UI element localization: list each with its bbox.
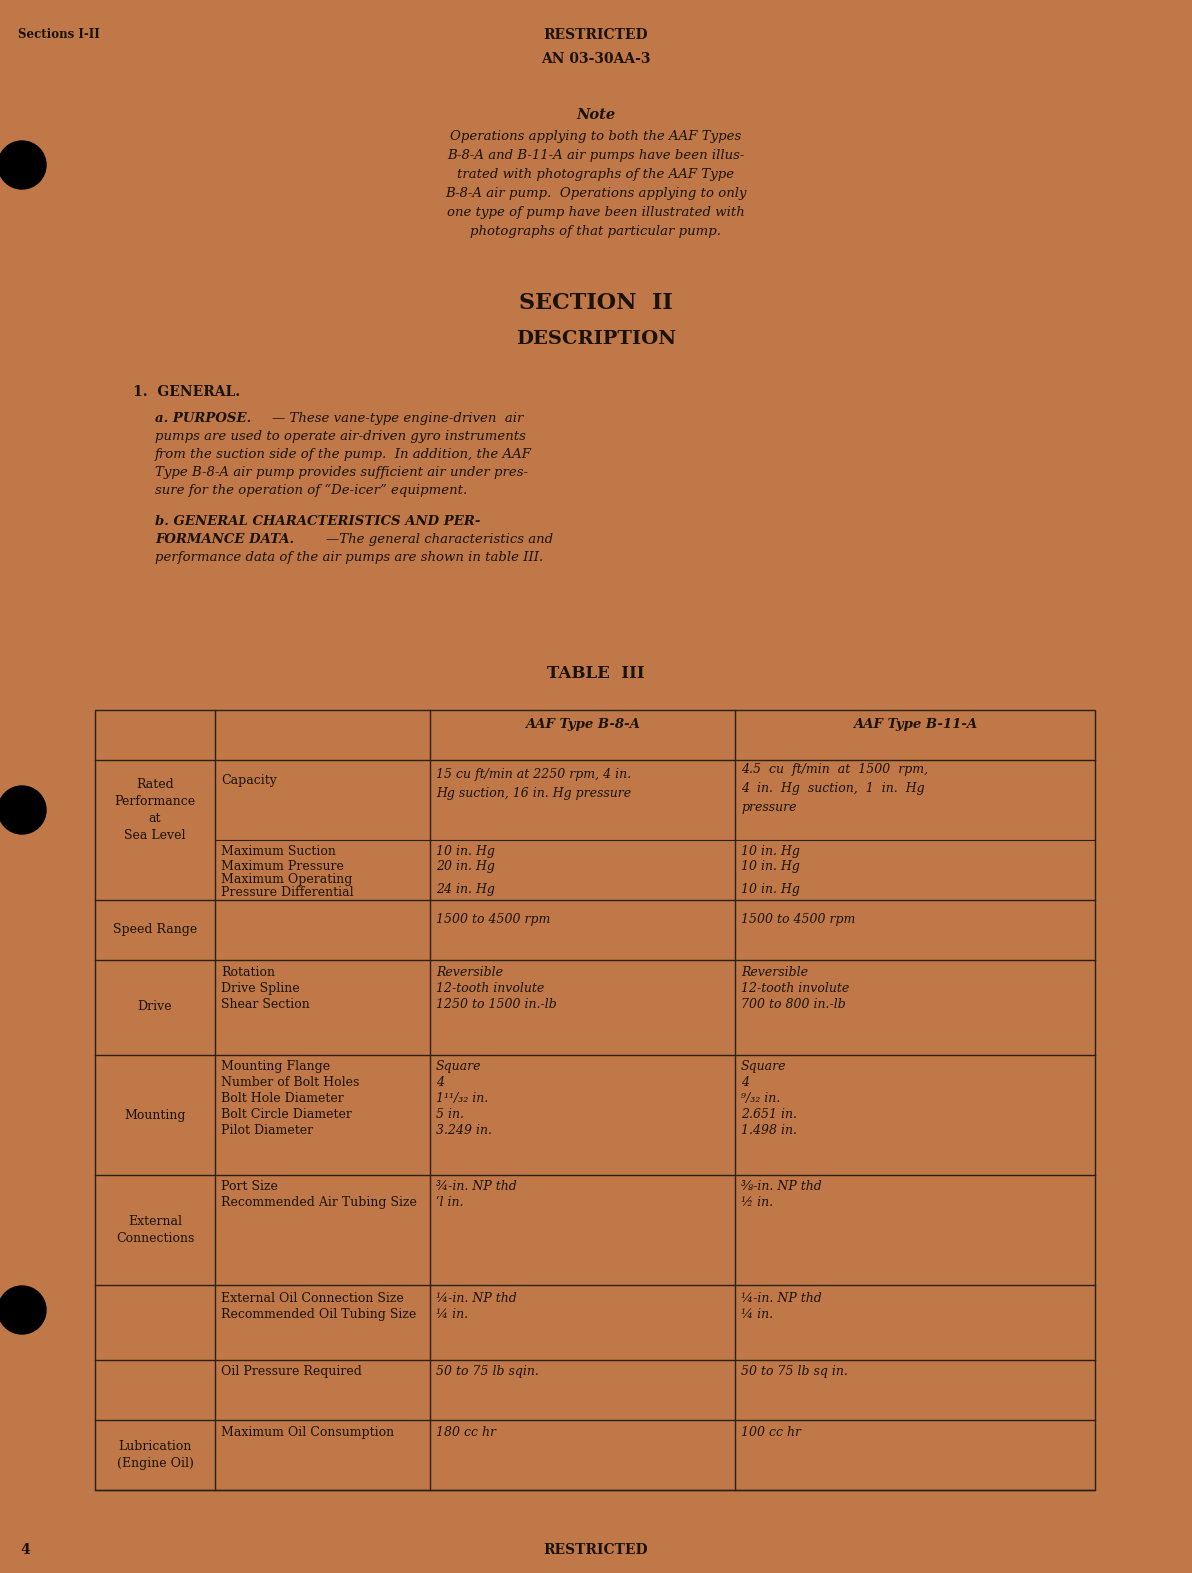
Text: Pressure Differential: Pressure Differential — [221, 886, 354, 900]
Circle shape — [0, 142, 46, 189]
Text: 1500 to 4500 rpm: 1500 to 4500 rpm — [741, 912, 856, 926]
Text: 50 to 75 lb sq in.: 50 to 75 lb sq in. — [741, 1365, 848, 1378]
Text: Square: Square — [436, 1060, 482, 1073]
Text: ¾-in. NP thd: ¾-in. NP thd — [436, 1180, 517, 1192]
Text: External
Connections: External Connections — [116, 1214, 194, 1244]
Text: Type B-8-A air pump provides sufficient air under pres-: Type B-8-A air pump provides sufficient … — [155, 466, 528, 480]
Text: 10 in. Hg: 10 in. Hg — [741, 882, 800, 897]
Text: Drive Spline: Drive Spline — [221, 982, 299, 996]
Text: 50 to 75 lb sqin.: 50 to 75 lb sqin. — [436, 1365, 539, 1378]
Text: Mounting Flange: Mounting Flange — [221, 1060, 330, 1073]
Text: Recommended Oil Tubing Size: Recommended Oil Tubing Size — [221, 1309, 416, 1321]
Text: Note: Note — [577, 109, 615, 123]
Text: Recommended Air Tubing Size: Recommended Air Tubing Size — [221, 1195, 417, 1210]
Text: Square: Square — [741, 1060, 787, 1073]
Text: Reversible: Reversible — [436, 966, 503, 978]
Text: Sections I-II: Sections I-II — [18, 28, 100, 41]
Text: B-8-A air pump.  Operations applying to only: B-8-A air pump. Operations applying to o… — [446, 187, 746, 200]
Text: Operations applying to both the AAF Types: Operations applying to both the AAF Type… — [451, 131, 741, 143]
Text: 12-tooth involute: 12-tooth involute — [436, 982, 545, 996]
Text: ʹl in.: ʹl in. — [436, 1195, 464, 1210]
Text: performance data of the air pumps are shown in table III.: performance data of the air pumps are sh… — [155, 551, 544, 565]
Text: a. PURPOSE.: a. PURPOSE. — [155, 412, 252, 425]
Text: Drive: Drive — [138, 1000, 173, 1013]
Circle shape — [0, 786, 46, 834]
Text: Port Size: Port Size — [221, 1180, 278, 1192]
Text: TABLE  III: TABLE III — [547, 665, 645, 683]
Text: 20 in. Hg: 20 in. Hg — [436, 860, 495, 873]
Text: ⁹/₃₂ in.: ⁹/₃₂ in. — [741, 1092, 781, 1104]
Text: Oil Pressure Required: Oil Pressure Required — [221, 1365, 362, 1378]
Text: Number of Bolt Holes: Number of Bolt Holes — [221, 1076, 359, 1089]
Text: 2.651 in.: 2.651 in. — [741, 1107, 797, 1122]
Text: photographs of that particular pump.: photographs of that particular pump. — [471, 225, 721, 238]
Text: 24 in. Hg: 24 in. Hg — [436, 882, 495, 897]
Text: Capacity: Capacity — [221, 774, 277, 786]
Text: B-8-A and B-11-A air pumps have been illus-: B-8-A and B-11-A air pumps have been ill… — [447, 149, 745, 162]
Text: 700 to 800 in.-lb: 700 to 800 in.-lb — [741, 997, 846, 1011]
Text: pumps are used to operate air-driven gyro instruments: pumps are used to operate air-driven gyr… — [155, 429, 526, 444]
Bar — [95, 709, 1095, 1490]
Text: pressure: pressure — [741, 801, 796, 813]
Text: Mounting: Mounting — [124, 1109, 186, 1122]
Text: Pilot Diameter: Pilot Diameter — [221, 1125, 313, 1137]
Text: 4: 4 — [436, 1076, 443, 1089]
Text: ¼ in.: ¼ in. — [436, 1309, 468, 1321]
Text: 12-tooth involute: 12-tooth involute — [741, 982, 849, 996]
Text: sure for the operation of “De-icer” equipment.: sure for the operation of “De-icer” equi… — [155, 484, 467, 497]
Text: Shear Section: Shear Section — [221, 997, 310, 1011]
Text: Hg suction, 16 in. Hg pressure: Hg suction, 16 in. Hg pressure — [436, 786, 631, 801]
Text: 4: 4 — [741, 1076, 749, 1089]
Text: AAF Type B-11-A: AAF Type B-11-A — [853, 717, 977, 731]
Text: trated with photographs of the AAF Type: trated with photographs of the AAF Type — [458, 168, 734, 181]
Text: 1500 to 4500 rpm: 1500 to 4500 rpm — [436, 912, 551, 926]
Text: — These vane-type engine-driven  air: — These vane-type engine-driven air — [272, 412, 523, 425]
Text: 1250 to 1500 in.-lb: 1250 to 1500 in.-lb — [436, 997, 557, 1011]
Text: External Oil Connection Size: External Oil Connection Size — [221, 1291, 404, 1306]
Text: ⅜-in. NP thd: ⅜-in. NP thd — [741, 1180, 821, 1192]
Text: RESTRICTED: RESTRICTED — [544, 1543, 648, 1557]
Text: ½ in.: ½ in. — [741, 1195, 774, 1210]
Text: 3.249 in.: 3.249 in. — [436, 1125, 492, 1137]
Text: 4.5  cu  ft/min  at  1500  rpm,: 4.5 cu ft/min at 1500 rpm, — [741, 763, 929, 775]
Text: Bolt Circle Diameter: Bolt Circle Diameter — [221, 1107, 352, 1122]
Text: ¼-in. NP thd: ¼-in. NP thd — [741, 1291, 821, 1306]
Text: 1¹¹/₃₂ in.: 1¹¹/₃₂ in. — [436, 1092, 489, 1104]
Text: 4: 4 — [20, 1543, 30, 1557]
Text: AAF Type B-8-A: AAF Type B-8-A — [524, 717, 640, 731]
Text: Rotation: Rotation — [221, 966, 275, 978]
Text: SECTION  II: SECTION II — [520, 293, 672, 315]
Text: Maximum Pressure: Maximum Pressure — [221, 860, 343, 873]
Text: AN 03-30AA-3: AN 03-30AA-3 — [541, 52, 651, 66]
Text: b. GENERAL CHARACTERISTICS AND PER-: b. GENERAL CHARACTERISTICS AND PER- — [155, 514, 480, 529]
Text: DESCRIPTION: DESCRIPTION — [516, 330, 676, 348]
Text: Maximum Oil Consumption: Maximum Oil Consumption — [221, 1427, 395, 1439]
Text: —The general characteristics and: —The general characteristics and — [325, 533, 553, 546]
Text: Speed Range: Speed Range — [113, 923, 197, 936]
Text: Bolt Hole Diameter: Bolt Hole Diameter — [221, 1092, 343, 1104]
Text: 5 in.: 5 in. — [436, 1107, 464, 1122]
Text: FORMANCE DATA.: FORMANCE DATA. — [155, 533, 294, 546]
Text: from the suction side of the pump.  In addition, the AAF: from the suction side of the pump. In ad… — [155, 448, 532, 461]
Text: Rated
Performance
at
Sea Level: Rated Performance at Sea Level — [114, 779, 195, 842]
Text: ¼-in. NP thd: ¼-in. NP thd — [436, 1291, 517, 1306]
Circle shape — [0, 1287, 46, 1334]
Text: 1.  GENERAL.: 1. GENERAL. — [134, 385, 240, 400]
Text: 10 in. Hg: 10 in. Hg — [741, 860, 800, 873]
Text: ¼ in.: ¼ in. — [741, 1309, 774, 1321]
Text: Lubrication
(Engine Oil): Lubrication (Engine Oil) — [117, 1439, 193, 1471]
Text: 180 cc hr: 180 cc hr — [436, 1427, 496, 1439]
Text: 1.498 in.: 1.498 in. — [741, 1125, 797, 1137]
Text: Maximum Operating: Maximum Operating — [221, 873, 353, 886]
Text: Reversible: Reversible — [741, 966, 808, 978]
Text: 10 in. Hg: 10 in. Hg — [436, 845, 495, 857]
Text: 10 in. Hg: 10 in. Hg — [741, 845, 800, 857]
Text: one type of pump have been illustrated with: one type of pump have been illustrated w… — [447, 206, 745, 219]
Text: 4  in.  Hg  suction,  1  in.  Hg: 4 in. Hg suction, 1 in. Hg — [741, 782, 925, 794]
Text: RESTRICTED: RESTRICTED — [544, 28, 648, 42]
Text: 100 cc hr: 100 cc hr — [741, 1427, 801, 1439]
Text: Maximum Suction: Maximum Suction — [221, 845, 336, 857]
Text: 15 cu ft/min at 2250 rpm, 4 in.: 15 cu ft/min at 2250 rpm, 4 in. — [436, 768, 631, 782]
